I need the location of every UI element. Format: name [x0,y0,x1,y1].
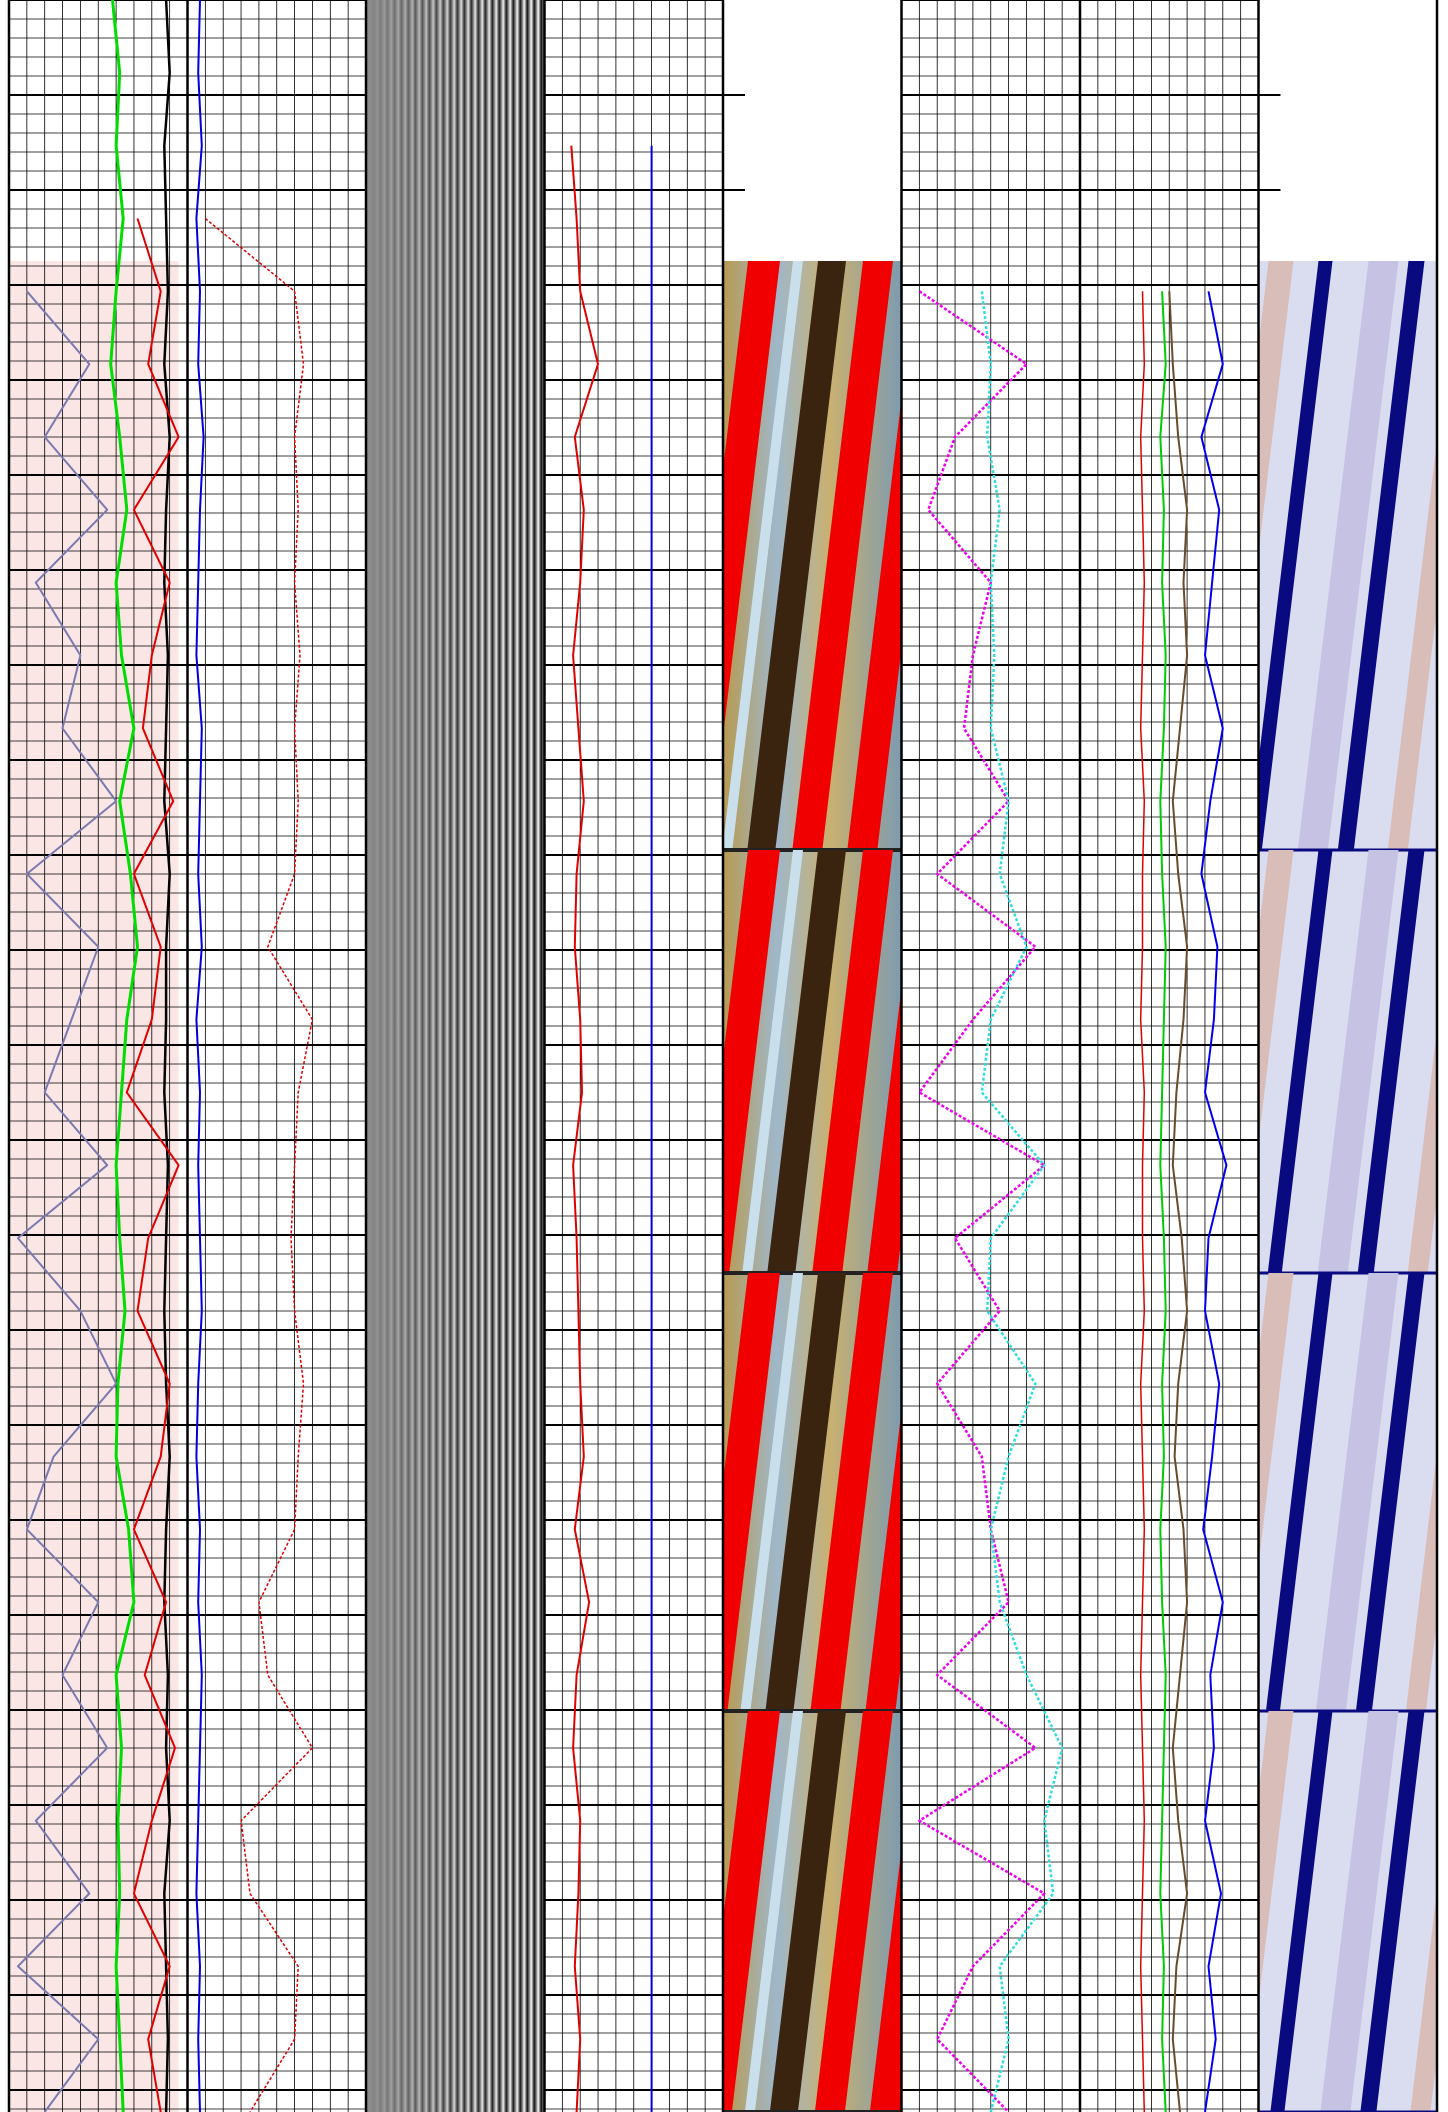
log-curve [1200,291,1228,2112]
log-curve [204,217,314,2112]
waveform-fade [366,0,545,2112]
log-curve [980,291,1064,2112]
log-curve [125,218,180,2112]
log-curve [1139,291,1146,2112]
band [865,1406,902,1711]
band [1259,1273,1294,1561]
band [869,1844,902,2112]
band [1407,1029,1437,1273]
band [1387,440,1437,850]
image-log-bands [1259,261,1437,2112]
log-curve [163,0,171,2112]
band [747,261,846,850]
log-curve [570,145,599,2112]
log-curve [109,0,139,2112]
band [1410,1890,1437,2112]
band [792,261,893,850]
band [769,1711,846,2112]
band [1360,1711,1425,2112]
band [1259,261,1294,549]
band [814,1711,893,2112]
band [810,1273,893,1711]
images [366,0,1437,2112]
log-curve [1159,291,1167,2112]
band [765,1273,846,1711]
band [1355,1273,1425,1711]
band [744,1711,803,2112]
band [1270,1711,1333,2112]
band [723,1711,780,2112]
band [767,850,846,1273]
image-log-bands [723,261,902,2112]
band [1259,261,1333,850]
log-curve [1168,291,1189,2112]
band [812,850,893,1273]
band [1337,261,1425,850]
band [1259,850,1294,1138]
band [847,394,902,850]
band [742,850,803,1273]
band [1297,261,1399,850]
shading [9,261,179,2112]
band [723,261,803,850]
band [1405,1452,1437,1711]
band [1265,1273,1333,1711]
band [723,261,780,737]
band [723,850,780,1273]
log-curve [195,0,205,2112]
band [1357,850,1425,1273]
grid [9,0,1281,2112]
band [1317,850,1399,1273]
band [1320,1711,1399,2112]
band [867,983,902,1273]
band [740,1273,803,1711]
band [1315,1273,1399,1711]
log-curve [16,290,118,2112]
log-curve [918,290,1046,2112]
band [723,1273,780,1711]
frame [7,0,1439,2112]
curves [16,0,1228,2112]
band [1267,850,1333,1273]
band [1259,1711,1294,1999]
